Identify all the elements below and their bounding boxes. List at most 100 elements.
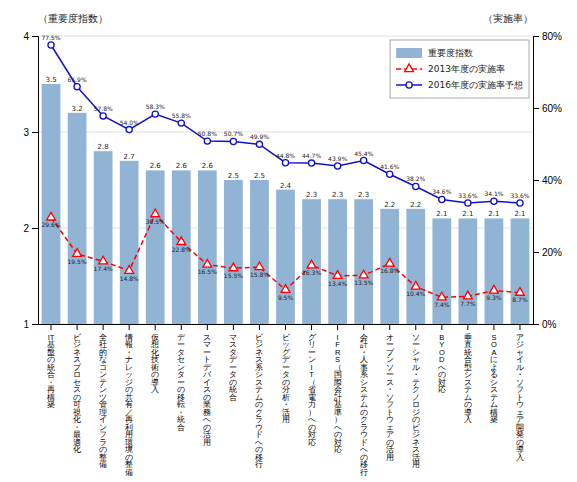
grid-line [38,36,533,37]
tick-label: スマートデバイスの業務への活用 [202,333,212,447]
tick-mark [311,324,312,330]
legend-marker [406,82,412,88]
data-label: 9.5% [278,294,294,301]
tick: SOAによるシステム構築 [490,324,498,424]
marker [281,285,290,293]
tick: 80% [533,31,562,42]
data-label: 2.5 [254,172,265,180]
marker [47,212,56,220]
line [51,45,520,203]
tick-label: アジャイル・ソフトウェア開発の導入 [516,333,524,462]
marker [335,163,341,169]
bar [458,218,477,324]
marker [411,281,420,289]
data-label: 2.6 [176,162,188,170]
marker [178,120,184,126]
tick-mark [493,324,494,330]
tick: ビジネスプロセスの可視化・最適化 [73,324,82,454]
marker [73,249,82,257]
marker [229,263,238,271]
marker [100,113,106,119]
line-series [48,42,523,206]
marker [151,209,160,217]
bar [380,209,399,324]
tick-label: ビジネス系システムのクラウドへの移行 [255,333,264,470]
tick-label-line: 用 [412,460,420,469]
data-label: 2.7 [124,153,135,161]
tick-label-line: 入 [516,453,524,462]
data-label: 41.6% [380,163,399,170]
marker [255,262,264,270]
marker [387,171,393,177]
legend-marker [405,64,414,72]
tick: 20% [533,247,562,258]
tick-mark [285,324,286,330]
tick-label-line: 行 [255,460,263,469]
data-label: 3.2 [72,105,83,113]
legend-label: 2013年度の実施率 [428,64,505,74]
legend: 重要度指数2013年度の実施率2016年度の実施率予想 [390,40,529,98]
tick-label-line: 用 [386,453,394,462]
data-label: 34.6% [432,188,451,195]
legend-box [390,40,529,98]
data-label: 2.1 [436,210,447,218]
tick-label: ビジネスプロセスの可視化・最適化 [73,333,82,455]
tick: マスタデータの統合 [229,324,238,402]
tick-label: 60% [542,103,562,114]
data-label: 15.8% [250,271,269,278]
tick-label: 40% [542,175,562,186]
line-series [47,209,525,300]
tick: 仮想化技術の導入 [150,324,159,394]
tick: アジャイル・ソフトウェア開発の導入 [516,324,524,462]
data-label: 77.5% [41,34,60,41]
tick: IFRS（国際会計基準）への対応 [334,324,342,454]
legend-label: 重要度指数 [428,48,473,58]
bar [276,190,295,324]
tick: データセンターの移転・統合 [177,324,186,432]
data-labels: 3.53.22.82.72.62.62.62.52.52.42.32.32.32… [41,34,529,308]
data-label: 38.2% [406,175,425,182]
marker [203,259,212,267]
tick-mark [389,324,390,330]
tick-mark [103,324,104,330]
tick-label-line: 用 [282,415,290,424]
marker [463,291,472,299]
tick-label: マスタデータの統合 [229,333,238,402]
tick-mark [32,228,38,229]
chart: 3.53.22.82.72.62.62.62.52.52.42.32.32.32… [0,0,577,482]
bar [406,209,425,324]
data-label: 9.3% [486,294,502,301]
tick: ソーシャル・テクノロジのビジネス活用 [412,324,421,469]
tick-label-line: 応 [308,438,316,447]
bar [224,180,243,324]
data-label: 7.4% [434,301,450,308]
tick-label: ビッグデータの分析・活用 [281,333,291,425]
data-label: 19.5% [68,258,87,265]
tick-label-line: 化 [73,445,81,454]
tick-mark [32,324,38,325]
tick: 2 [23,223,38,234]
tick: ビッグデータの分析・活用 [281,324,291,424]
data-label: 43.9% [328,155,347,162]
tick-label-line: 築 [47,400,55,409]
tick-mark [32,36,38,37]
data-label: 2.2 [410,201,421,209]
marker [74,84,80,90]
bar [432,218,451,324]
tick-label: 3 [23,127,29,138]
tick-mark [51,324,52,330]
data-label: 30.5% [146,218,165,225]
tick-mark [533,252,539,253]
axis-line [534,37,540,325]
data-label: 44.8% [276,152,295,159]
data-label: 54.0% [120,119,139,126]
data-label: 3.5 [45,76,56,84]
tick: IT基盤の統合・再構築 [47,324,55,409]
data-label: 7.7% [460,300,476,307]
data-label: 2.3 [306,191,317,199]
marker [126,127,132,133]
data-label: 10.4% [406,290,425,297]
marker [333,271,342,279]
tick-mark [259,324,260,330]
marker [361,157,367,163]
